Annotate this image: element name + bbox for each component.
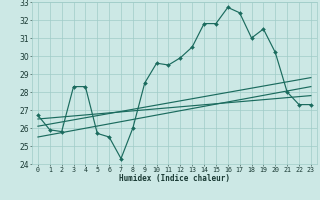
X-axis label: Humidex (Indice chaleur): Humidex (Indice chaleur) xyxy=(119,174,230,183)
